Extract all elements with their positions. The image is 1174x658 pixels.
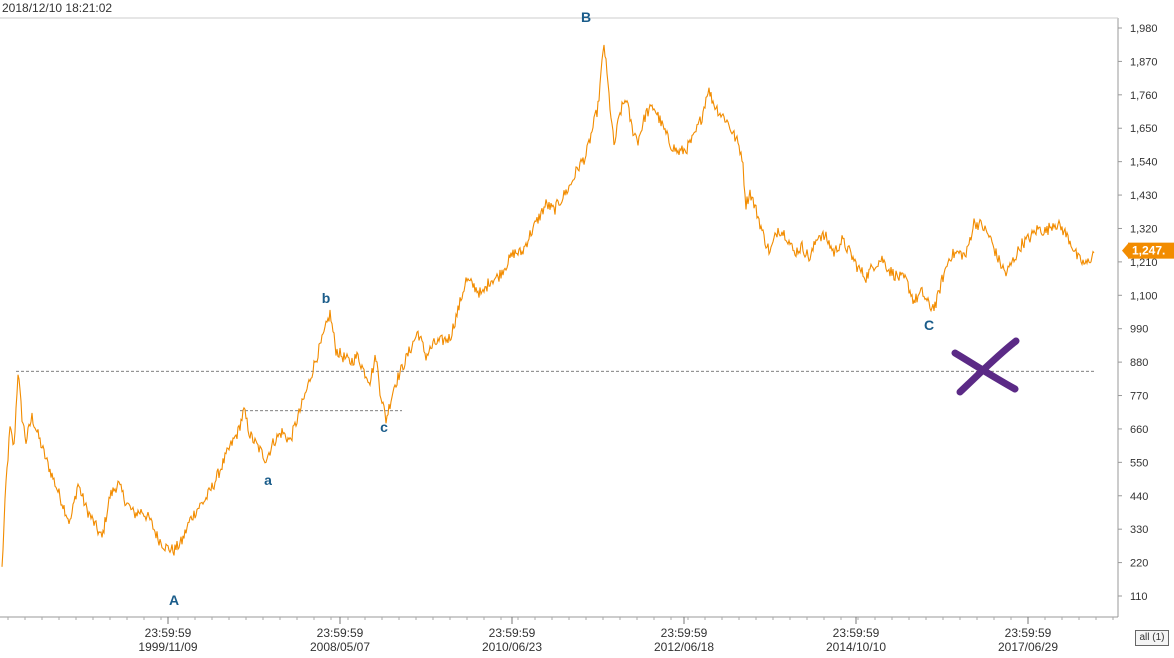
wave-label-c: c	[380, 419, 388, 435]
all-series-button[interactable]: all (1)	[1135, 630, 1169, 646]
x-tick-time-label: 23:59:59	[145, 626, 192, 640]
x-tick-date-label: 2017/06/29	[998, 640, 1058, 654]
y-tick-label: 330	[1130, 524, 1148, 536]
wave-label-B: B	[581, 9, 591, 25]
y-tick-label: 1,320	[1130, 223, 1158, 235]
x-tick-date-label: 2010/06/23	[482, 640, 542, 654]
y-tick-label: 220	[1130, 558, 1148, 570]
current-price-tag	[1128, 242, 1174, 259]
x-tick-time-label: 23:59:59	[317, 626, 364, 640]
x-tick-date-label: 1999/11/09	[138, 640, 197, 654]
x-tick-date-label: 2012/06/18	[654, 640, 714, 654]
x-mark-stroke-2	[956, 337, 1020, 396]
wave-label-A: A	[169, 592, 179, 608]
y-tick-label: 1,100	[1130, 290, 1158, 302]
x-tick-time-label: 23:59:59	[489, 626, 536, 640]
x-tick-time-label: 23:59:59	[833, 626, 880, 640]
y-tick-label: 1,210	[1130, 257, 1158, 269]
wave-label-C: C	[924, 317, 934, 333]
y-tick-label: 990	[1130, 324, 1148, 336]
y-tick-label: 1,980	[1130, 23, 1158, 35]
current-price-label: 1,247.	[1132, 244, 1165, 258]
wave-label-a: a	[264, 472, 272, 488]
y-tick-label: 660	[1130, 424, 1148, 436]
y-tick-label: 1,870	[1130, 56, 1158, 68]
wave-label-b: b	[322, 290, 331, 306]
x-tick-date-label: 2014/10/10	[826, 640, 886, 654]
y-tick-label: 440	[1130, 491, 1148, 503]
x-tick-time-label: 23:59:59	[661, 626, 708, 640]
y-tick-label: 1,760	[1130, 90, 1158, 102]
y-tick-label: 1,650	[1130, 123, 1158, 135]
price-series-line	[1, 44, 1095, 567]
x-tick-time-label: 23:59:59	[1005, 626, 1052, 640]
y-tick-label: 110	[1130, 591, 1148, 603]
y-tick-label: 770	[1130, 391, 1148, 403]
y-tick-label: 1,430	[1130, 190, 1158, 202]
x-tick-date-label: 2008/05/07	[310, 640, 370, 654]
chart-timestamp: 2018/12/10 18:21:02	[2, 1, 113, 15]
y-tick-label: 1,540	[1130, 157, 1158, 169]
y-tick-label: 550	[1130, 457, 1148, 469]
y-tick-label: 880	[1130, 357, 1148, 369]
price-tag-arrow	[1122, 243, 1128, 258]
